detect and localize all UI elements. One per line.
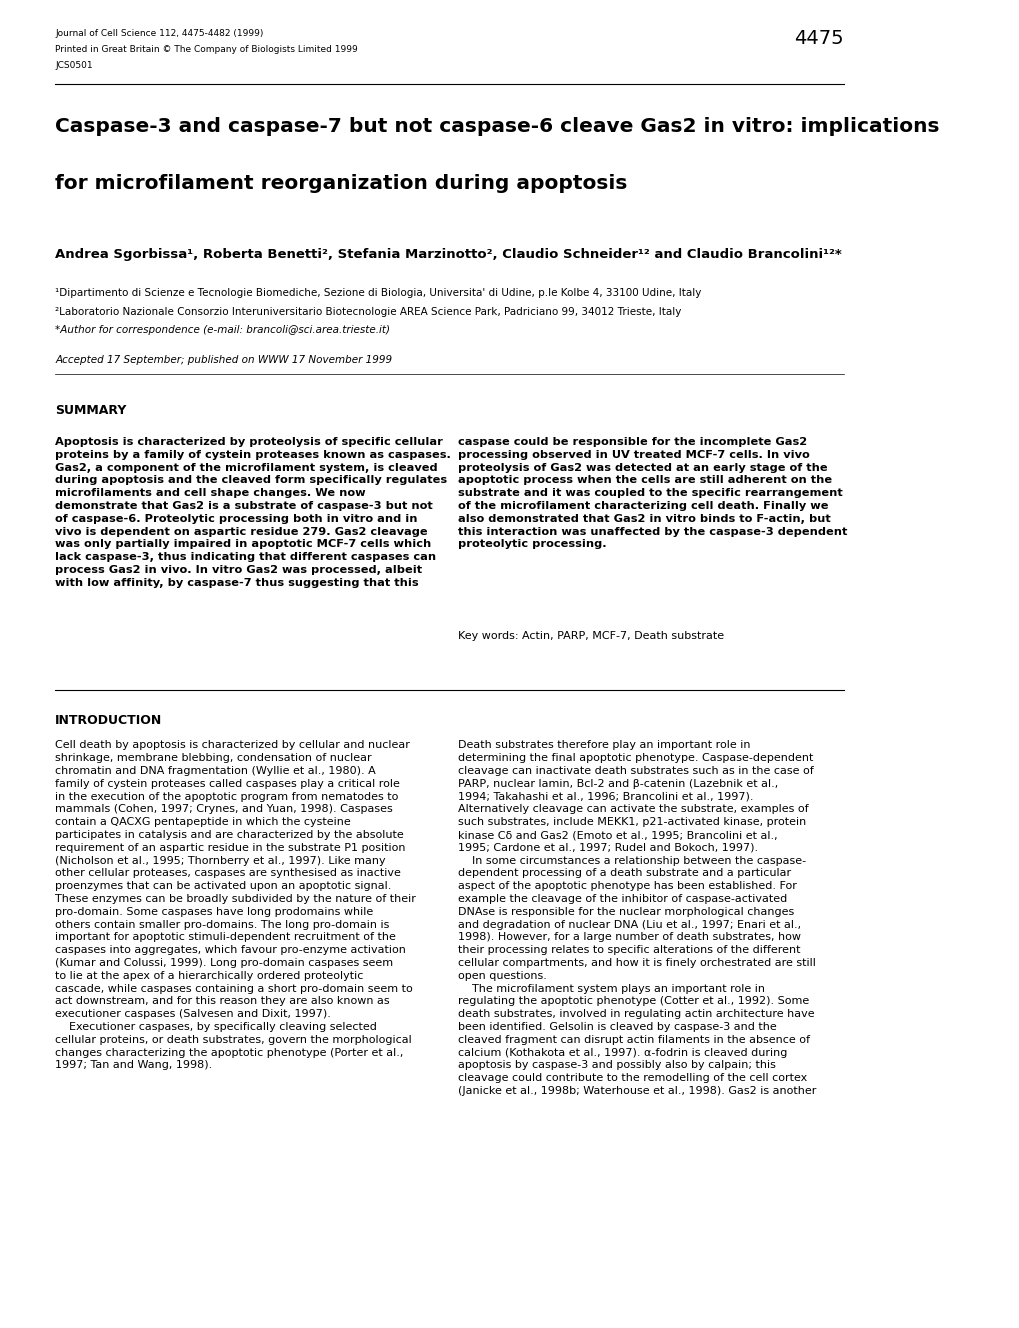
Text: caspase could be responsible for the incomplete Gas2
processing observed in UV t: caspase could be responsible for the inc… xyxy=(458,437,847,550)
Text: Cell death by apoptosis is characterized by cellular and nuclear
shrinkage, memb: Cell death by apoptosis is characterized… xyxy=(55,741,416,1070)
Text: Caspase-3 and caspase-7 but not caspase-6 cleave Gas2 in vitro: implications: Caspase-3 and caspase-7 but not caspase-… xyxy=(55,117,938,135)
Text: INTRODUCTION: INTRODUCTION xyxy=(55,714,162,726)
Text: 4475: 4475 xyxy=(794,29,843,48)
Text: Journal of Cell Science 112, 4475-4482 (1999): Journal of Cell Science 112, 4475-4482 (… xyxy=(55,29,263,39)
Text: Apoptosis is characterized by proteolysis of specific cellular
proteins by a fam: Apoptosis is characterized by proteolysi… xyxy=(55,437,450,588)
Text: Death substrates therefore play an important role in
determining the final apopt: Death substrates therefore play an impor… xyxy=(458,741,816,1096)
Text: *Author for correspondence (e-mail: brancoli@sci.area.trieste.it): *Author for correspondence (e-mail: bran… xyxy=(55,325,390,336)
Text: Accepted 17 September; published on WWW 17 November 1999: Accepted 17 September; published on WWW … xyxy=(55,355,392,365)
Text: Andrea Sgorbissa¹, Roberta Benetti², Stefania Marzinotto², Claudio Schneider¹² a: Andrea Sgorbissa¹, Roberta Benetti², Ste… xyxy=(55,248,841,262)
Text: Key words: Actin, PARP, MCF-7, Death substrate: Key words: Actin, PARP, MCF-7, Death sub… xyxy=(458,631,723,641)
Text: Printed in Great Britain © The Company of Biologists Limited 1999: Printed in Great Britain © The Company o… xyxy=(55,45,358,54)
Text: for microfilament reorganization during apoptosis: for microfilament reorganization during … xyxy=(55,174,627,193)
Text: ¹Dipartimento di Scienze e Tecnologie Biomediche, Sezione di Biologia, Universit: ¹Dipartimento di Scienze e Tecnologie Bi… xyxy=(55,288,701,299)
Text: ²Laboratorio Nazionale Consorzio Interuniversitario Biotecnologie AREA Science P: ²Laboratorio Nazionale Consorzio Interun… xyxy=(55,307,681,317)
Text: SUMMARY: SUMMARY xyxy=(55,404,126,417)
Text: JCS0501: JCS0501 xyxy=(55,61,93,70)
